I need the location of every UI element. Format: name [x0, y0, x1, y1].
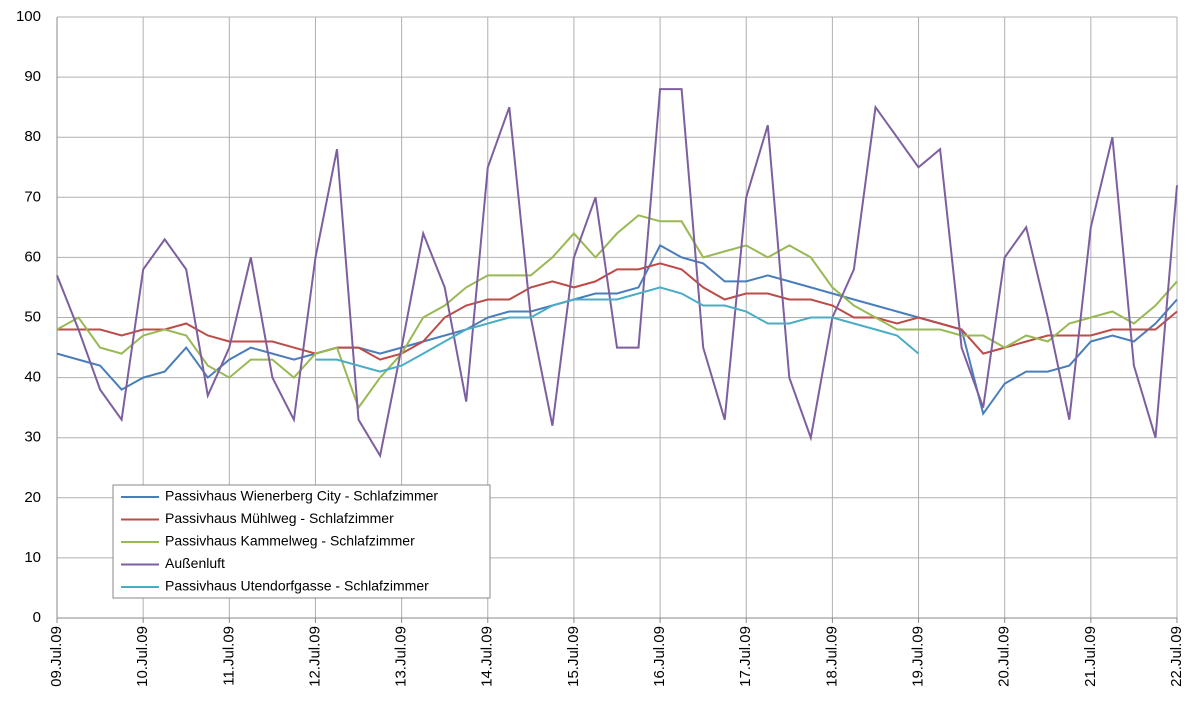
y-tick-label: 0 [33, 609, 41, 626]
x-tick-label: 11.Jul.09 [220, 626, 237, 686]
legend: Passivhaus Wienerberg City - Schlafzimme… [112, 484, 491, 599]
legend-label: Passivhaus Wienerberg City - Schlafzimme… [165, 488, 438, 504]
y-tick-label: 40 [24, 369, 41, 386]
legend-label: Passivhaus Utendorfgasse - Schlafzimmer [165, 578, 429, 594]
x-tick-label: 21.Jul.09 [1082, 626, 1099, 687]
legend-label: Passivhaus Mühlweg - Schlafzimmer [165, 510, 394, 526]
y-tick-label: 90 [24, 68, 41, 85]
x-tick-label: 15.Jul.09 [565, 626, 582, 687]
legend-label: Außenluft [165, 555, 225, 571]
y-tick-label: 70 [24, 188, 41, 205]
series-line [315, 286, 920, 373]
legend-label: Passivhaus Kammelweg - Schlafzimmer [165, 533, 415, 549]
x-tick-label: 10.Jul.09 [134, 626, 151, 687]
y-tick-label: 10 [24, 549, 41, 566]
x-tick-label: 22.Jul.09 [1168, 626, 1185, 687]
series-line [56, 214, 1178, 410]
y-tick-label: 60 [24, 248, 41, 265]
series-line [56, 88, 1178, 459]
x-tick-label: 16.Jul.09 [651, 626, 668, 687]
y-tick-label: 50 [24, 308, 41, 325]
x-tick-label: 19.Jul.09 [910, 626, 927, 687]
y-tick-label: 30 [24, 429, 41, 446]
y-tick-label: 100 [16, 8, 41, 25]
legend-box [112, 484, 491, 599]
x-tick-label: 20.Jul.09 [996, 626, 1013, 687]
x-tick-label: 12.Jul.09 [306, 626, 323, 687]
x-tick-label: 13.Jul.09 [393, 626, 410, 687]
x-tick-label: 18.Jul.09 [823, 626, 840, 687]
x-tick-label: 17.Jul.09 [737, 626, 754, 687]
x-tick-label: 09.Jul.09 [48, 626, 65, 687]
y-tick-label: 80 [24, 128, 41, 145]
series-line [56, 244, 1178, 417]
y-tick-label: 20 [24, 489, 41, 506]
x-tick-label: 14.Jul.09 [479, 626, 496, 687]
